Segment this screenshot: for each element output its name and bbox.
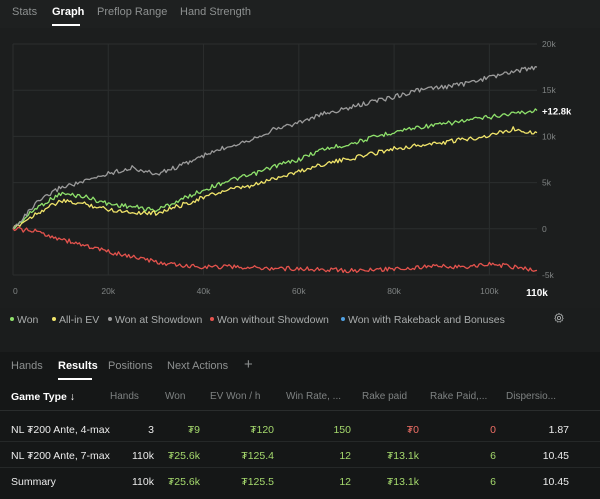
legend-item-won-at-showdown[interactable]: Won at Showdown bbox=[108, 314, 202, 326]
cell-rake-paid: ₮13.1k bbox=[386, 450, 419, 462]
row-divider bbox=[0, 441, 600, 442]
cell-dispersion: 10.45 bbox=[542, 476, 569, 488]
tab-preflop-range[interactable]: Preflop Range bbox=[97, 6, 168, 18]
tab-positions[interactable]: Positions bbox=[108, 360, 153, 372]
table-row-summary[interactable]: Summary 110k ₮25.6k ₮125.5 12 ₮13.1k 6 1… bbox=[0, 470, 600, 494]
cell-win-rate: 150 bbox=[333, 424, 351, 436]
cell-ev-won: ₮120 bbox=[250, 424, 274, 436]
column-header-dispersion[interactable]: Dispersio... bbox=[506, 391, 557, 402]
column-header-game-type[interactable]: Game Type ↓ bbox=[11, 391, 75, 403]
gear-icon[interactable] bbox=[553, 312, 565, 324]
cell-hands: 110k bbox=[132, 450, 154, 462]
cell-win-rate: 12 bbox=[339, 450, 351, 462]
legend-item-won-without-showdown[interactable]: Won without Showdown bbox=[210, 314, 329, 326]
cell-won: ₮25.6k bbox=[167, 450, 200, 462]
tab-hand-strength[interactable]: Hand Strength bbox=[180, 6, 251, 18]
cell-dispersion: 10.45 bbox=[542, 450, 569, 462]
column-header-won[interactable]: Won bbox=[165, 391, 186, 402]
cell-rake-paid-per: 0 bbox=[490, 424, 496, 436]
results-panel: Hands Results Positions Next Actions + G… bbox=[0, 352, 600, 499]
cell-win-rate: 12 bbox=[339, 476, 351, 488]
active-tab-indicator bbox=[52, 24, 80, 26]
chart-legend: Won All-in EV Won at Showdown Won withou… bbox=[0, 310, 600, 330]
series-line-won bbox=[12, 108, 538, 230]
cell-rake-paid-per: 6 bbox=[490, 450, 496, 462]
column-header-win-rate[interactable]: Win Rate, ... bbox=[286, 391, 342, 402]
cell-hands: 3 bbox=[148, 424, 154, 436]
x-tick-label: 40k bbox=[197, 286, 211, 296]
column-header-rake-paid[interactable]: Rake paid bbox=[362, 391, 408, 402]
top-tab-bar: Stats Graph Preflop Range Hand Strength bbox=[0, 0, 600, 28]
y-tick-label: 15k bbox=[542, 85, 556, 95]
y-tick-label: 20k bbox=[542, 39, 556, 49]
series-line-won-without-showdown bbox=[12, 226, 538, 274]
legend-dot-icon bbox=[210, 317, 214, 322]
cell-rake-paid-per: 6 bbox=[490, 476, 496, 488]
tab-stats[interactable]: Stats bbox=[12, 6, 38, 18]
column-header-hands[interactable]: Hands bbox=[110, 391, 139, 402]
tab-results[interactable]: Results bbox=[58, 360, 98, 372]
legend-item-won-with-rakeback[interactable]: Won with Rakeback and Bonuses bbox=[341, 314, 505, 326]
legend-item-won[interactable]: Won bbox=[10, 314, 38, 326]
cell-dispersion: 1.87 bbox=[548, 424, 569, 436]
y-tick-label: 5k bbox=[542, 178, 552, 188]
add-tab-icon[interactable]: + bbox=[244, 356, 253, 373]
cell-hands: 110k bbox=[132, 476, 154, 488]
series-line-all-in-ev bbox=[12, 126, 538, 230]
x-tick-label-end: 110k bbox=[526, 288, 548, 299]
legend-dot-icon bbox=[341, 317, 345, 322]
column-header-ev-won[interactable]: EV Won / h bbox=[210, 391, 261, 402]
cell-ev-won: ₮125.4 bbox=[241, 450, 274, 462]
cell-game-type: NL ₮200 Ante, 4-max bbox=[11, 424, 110, 436]
legend-dot-icon bbox=[52, 317, 56, 322]
table-row[interactable]: NL ₮200 Ante, 4-max 3 ₮9 ₮120 150 ₮0 0 1… bbox=[0, 418, 600, 442]
legend-item-all-in-ev[interactable]: All-in EV bbox=[52, 314, 99, 326]
table-row[interactable]: NL ₮200 Ante, 7-max 110k ₮25.6k ₮125.4 1… bbox=[0, 444, 600, 468]
active-bottom-tab-indicator bbox=[58, 378, 92, 380]
cell-won: ₮9 bbox=[187, 424, 200, 436]
x-tick-label: 20k bbox=[101, 286, 115, 296]
y-tick-label: 10k bbox=[542, 131, 556, 141]
cell-rake-paid: ₮0 bbox=[406, 424, 419, 436]
graph-panel: 20k 15k 10k 5k 0 -5k 0 20k 40k 60k 80k 100k 110k +12.… bbox=[0, 28, 600, 308]
cell-rake-paid: ₮13.1k bbox=[386, 476, 419, 488]
legend-dot-icon bbox=[10, 317, 14, 322]
cell-won: ₮25.6k bbox=[167, 476, 200, 488]
series-line-won-at-showdown bbox=[12, 65, 538, 230]
legend-dot-icon bbox=[108, 317, 112, 322]
x-tick-label: 100k bbox=[480, 286, 499, 296]
column-header-rake-paid-per[interactable]: Rake Paid,... bbox=[430, 391, 488, 402]
x-tick-label: 60k bbox=[292, 286, 306, 296]
cell-game-type: NL ₮200 Ante, 7-max bbox=[11, 450, 110, 462]
x-tick-label: 0 bbox=[13, 286, 18, 296]
cell-ev-won: ₮125.5 bbox=[241, 476, 274, 488]
tab-hands[interactable]: Hands bbox=[11, 360, 43, 372]
tab-graph[interactable]: Graph bbox=[52, 6, 85, 18]
end-value-label: +12.8k bbox=[542, 107, 572, 118]
profit-graph: 20k 15k 10k 5k 0 -5k 0 20k 40k 60k 80k 100k 110k +12.… bbox=[12, 39, 572, 299]
row-divider bbox=[0, 467, 600, 468]
y-tick-label: 0 bbox=[542, 224, 547, 234]
cell-game-type: Summary bbox=[11, 476, 56, 488]
x-tick-label: 80k bbox=[387, 286, 401, 296]
header-divider bbox=[0, 410, 600, 411]
y-tick-label: -5k bbox=[542, 270, 555, 280]
tab-next-actions[interactable]: Next Actions bbox=[167, 360, 229, 372]
